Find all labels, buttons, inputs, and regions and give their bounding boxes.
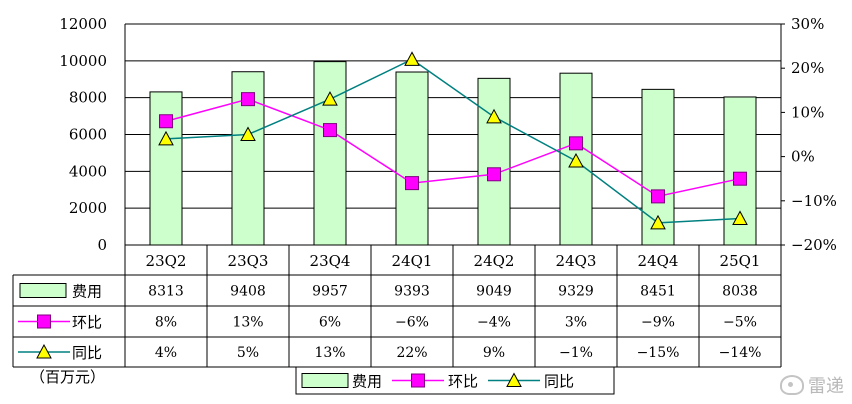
table-cell: 6%	[319, 315, 341, 331]
table-cell: 9049	[476, 284, 512, 300]
axes: 0 2000 4000 6000 8000 10000 12000 −20% −10% 0% 10%…	[59, 15, 837, 254]
y-right-tick-label: −10%	[791, 192, 837, 210]
series-line	[165, 98, 741, 198]
legend-key	[301, 373, 349, 388]
y-left-tick-label: 10000	[59, 52, 107, 70]
legend-marker	[506, 372, 522, 387]
table-cell: 13%	[232, 315, 263, 331]
y-right-tick-label: −20%	[791, 236, 837, 254]
table-cell: −6%	[395, 315, 429, 331]
table-cell: 5%	[237, 345, 259, 361]
gridlines	[125, 23, 781, 209]
table-legend-marker	[36, 343, 52, 359]
legend-label: 同比	[544, 373, 574, 391]
bar	[395, 71, 429, 246]
legend: 费用 环比 同比	[295, 366, 615, 395]
table-series-name: 费用	[72, 283, 102, 301]
point	[651, 189, 665, 204]
legend-label: 环比	[448, 373, 478, 391]
x-tick-label: 24Q3	[556, 252, 597, 270]
point	[240, 126, 256, 141]
y-left-tick-label: 8000	[69, 89, 107, 107]
bar	[477, 77, 511, 246]
table-legend-marker	[37, 314, 51, 329]
x-tick-label: 24Q2	[474, 252, 515, 270]
y-left-tick-label: 0	[97, 236, 107, 254]
point	[733, 171, 747, 186]
point	[650, 214, 666, 230]
y-left-tick-label: 6000	[69, 126, 107, 144]
y-right-tick-label: 20%	[791, 59, 824, 77]
point	[569, 136, 583, 151]
point	[158, 130, 174, 146]
bar	[313, 61, 347, 246]
table-cell: −14%	[719, 345, 762, 361]
table-cell: −15%	[637, 345, 680, 361]
table-cell: 9408	[230, 284, 266, 300]
x-tick-label: 25Q1	[720, 252, 761, 270]
bars	[149, 61, 757, 246]
table-cell: 4%	[155, 345, 177, 361]
y-right-tick-label: 10%	[791, 103, 824, 121]
y-right-tick-label: 0%	[791, 148, 815, 166]
table-cell: −1%	[559, 345, 593, 361]
x-tick-label: 23Q3	[228, 252, 269, 270]
unit-label: （百万元）	[30, 368, 106, 386]
watermark-text: 雷递	[808, 376, 844, 397]
x-tick-label: 24Q4	[638, 252, 679, 270]
point	[322, 91, 338, 106]
table-cell: 9329	[558, 284, 594, 300]
table-cell: −9%	[641, 315, 675, 331]
point	[732, 210, 748, 225]
data-table: 23Q2 23Q3 23Q4 24Q1 24Q2 24Q3 24Q4 25Q1 费用 8313 94…	[12, 244, 782, 368]
series-line	[165, 58, 741, 224]
table-series-name: 环比	[72, 314, 102, 332]
y-left-tick-label: 4000	[69, 162, 107, 180]
table-legend-key	[19, 283, 67, 298]
x-tick-label: 23Q4	[310, 252, 351, 270]
table-cell: 3%	[565, 315, 587, 331]
point	[486, 108, 502, 124]
table-cell: 8%	[155, 315, 177, 331]
table-cell: −4%	[477, 315, 511, 331]
point	[159, 114, 173, 129]
legend-box	[295, 366, 615, 395]
table-cell: 22%	[396, 345, 427, 361]
legend-label: 费用	[352, 373, 382, 391]
y-left-tick-label: 12000	[59, 15, 107, 33]
point	[405, 176, 419, 191]
legend-marker	[411, 373, 425, 388]
point	[323, 123, 337, 138]
weibo-icon	[780, 375, 804, 395]
y-left-tick-label: 2000	[69, 199, 107, 217]
y-right-tick-label: 30%	[791, 15, 824, 33]
point	[404, 51, 420, 66]
table-cell: 13%	[314, 345, 345, 361]
table-cell: 9%	[483, 345, 505, 361]
x-tick-label: 24Q1	[392, 252, 433, 270]
point	[487, 167, 501, 182]
series-lines	[158, 51, 748, 230]
table-cell: 8451	[640, 284, 676, 300]
point	[241, 92, 255, 107]
table-cell: 8038	[722, 284, 758, 300]
table-cell: 9393	[394, 284, 430, 300]
table-series-name: 同比	[72, 344, 102, 362]
watermark: 雷递	[780, 372, 844, 398]
table-cell: 9957	[312, 284, 348, 300]
table-cell: −5%	[723, 315, 757, 331]
x-tick-label: 23Q2	[146, 252, 187, 270]
table-cell: 8313	[148, 284, 184, 300]
point	[568, 152, 584, 168]
